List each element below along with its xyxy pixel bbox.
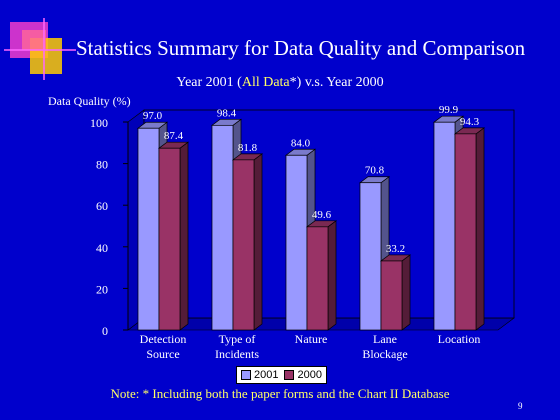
- y-tick-label: 60: [96, 199, 108, 213]
- subtitle-part-3: *) v.s. Year 2000: [289, 75, 384, 90]
- x-tick-label: Type of: [219, 332, 256, 346]
- x-tick-label: Incidents: [215, 347, 259, 361]
- x-tick-label: Blockage: [362, 347, 407, 361]
- y-tick-label: 20: [96, 282, 108, 296]
- bar-2001-3: [359, 182, 382, 331]
- data-label: 97.0: [143, 110, 163, 122]
- x-tick-label: Location: [438, 332, 481, 346]
- bar-2000-1: [232, 159, 255, 331]
- legend-swatch-2000: [284, 370, 295, 380]
- bar-2001-4: [433, 121, 456, 331]
- data-label: 84.0: [291, 137, 311, 149]
- bar-side: [401, 254, 411, 331]
- data-label: 49.6: [312, 209, 332, 221]
- legend-label-2001: 2001: [254, 369, 279, 381]
- bar-side: [475, 127, 485, 331]
- bar-2001-0: [137, 127, 160, 331]
- bar-side: [327, 220, 337, 331]
- x-tick-label: Detection: [140, 332, 187, 346]
- data-label: 98.4: [217, 107, 237, 119]
- bar-2000-0: [158, 147, 181, 331]
- page-number: 9: [518, 401, 523, 411]
- x-tick-label: Source: [146, 347, 179, 361]
- subtitle-highlight: All Data: [241, 75, 290, 90]
- subtitle-part-1: Year 2001 (: [176, 75, 242, 90]
- footnote: Note: * Including both the paper forms a…: [110, 386, 450, 401]
- y-tick-label: 0: [102, 324, 108, 338]
- legend-item-2000: 2000: [284, 369, 322, 381]
- bar-2000-3: [380, 260, 403, 331]
- legend-item-2001: 2001: [241, 369, 278, 381]
- x-tick-label: Nature: [295, 332, 328, 346]
- data-label: 87.4: [164, 130, 184, 142]
- data-label: 81.8: [238, 142, 258, 154]
- y-tick-label: 40: [96, 241, 108, 255]
- data-label: 70.8: [365, 165, 385, 177]
- slide-subtitle: Year 2001 (All Data*) v.s. Year 2000: [0, 75, 560, 91]
- bar-side: [179, 141, 189, 331]
- y-tick-label: 80: [96, 158, 108, 172]
- legend-swatch-2001: [241, 370, 251, 380]
- data-label: 33.2: [386, 243, 405, 255]
- chart-bars-layer: [136, 115, 486, 331]
- chart-text-layer: 0 20 40 60 80 100 Data Quality (%) 97.087.4 Dete…: [48, 94, 480, 361]
- chart-legend: 2001 2000: [236, 366, 327, 384]
- bar-2000-4: [454, 133, 477, 331]
- bar-2000-2: [306, 226, 329, 331]
- legend-label-2000: 2000: [297, 369, 322, 381]
- y-axis-label: Data Quality (%): [48, 94, 131, 108]
- bar-2001-2: [285, 154, 308, 331]
- bar-side: [253, 153, 263, 331]
- x-tick-label: Lane: [373, 332, 397, 346]
- y-tick-label: 100: [90, 116, 108, 130]
- bar-2001-1: [211, 124, 234, 331]
- slide-title: Statistics Summary for Data Quality and …: [76, 36, 526, 60]
- data-label: 94.3: [460, 116, 480, 128]
- data-label: 99.9: [439, 104, 459, 116]
